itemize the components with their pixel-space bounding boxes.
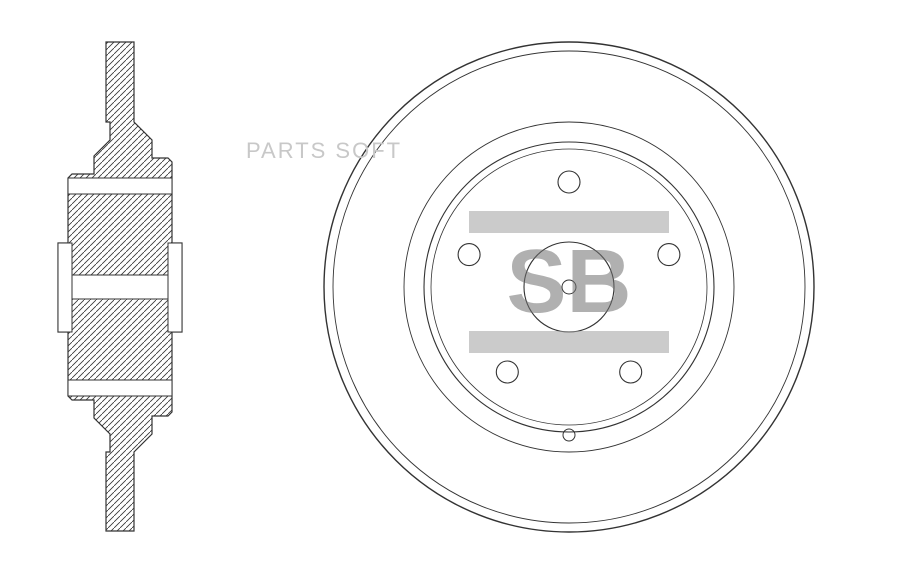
- drawing-canvas: PARTS SOFT SB: [0, 0, 900, 570]
- bolt-hole: [496, 361, 518, 383]
- hat-ring-2: [431, 149, 707, 425]
- bolt-hole: [620, 361, 642, 383]
- hub-ring: [524, 242, 614, 332]
- hub-recess-left: [58, 243, 72, 332]
- side-view: [0, 0, 240, 570]
- bolt-hole: [658, 244, 680, 266]
- outer-diameter: [324, 42, 814, 532]
- bolt-hole: [558, 171, 580, 193]
- hat-ring-1: [424, 142, 714, 432]
- locator-hole: [563, 429, 575, 441]
- center-hole: [562, 280, 576, 294]
- front-view: [289, 7, 849, 567]
- hub-recess-right: [168, 243, 182, 332]
- hub-bore: [58, 275, 182, 299]
- bolt-hole: [458, 244, 480, 266]
- watermark-parts-soft: PARTS SOFT: [246, 138, 402, 164]
- bolt-cut-top: [68, 178, 172, 194]
- bolt-cut-bot: [68, 380, 172, 396]
